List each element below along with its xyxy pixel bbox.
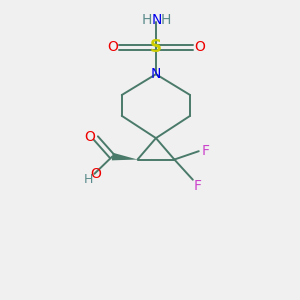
Text: H: H (142, 13, 152, 27)
Text: S: S (150, 38, 162, 56)
Text: H: H (160, 13, 171, 27)
Text: H: H (84, 173, 93, 186)
Text: N: N (152, 13, 162, 27)
Text: O: O (91, 167, 101, 182)
Text: O: O (194, 40, 205, 55)
Text: O: O (84, 130, 95, 144)
Text: F: F (201, 144, 209, 158)
Polygon shape (112, 153, 137, 160)
Text: N: N (151, 67, 161, 81)
Text: O: O (107, 40, 118, 55)
Text: F: F (193, 179, 201, 193)
